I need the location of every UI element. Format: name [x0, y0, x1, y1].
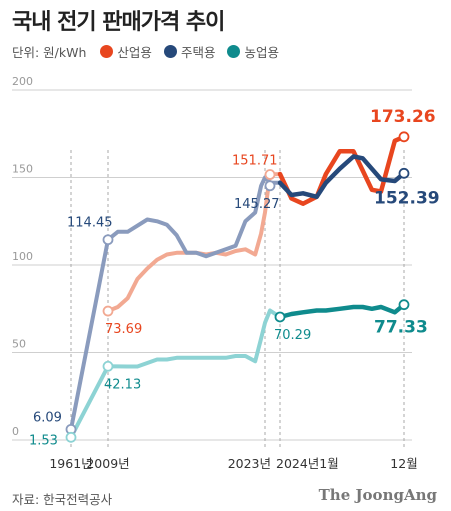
y-tick-label: 0 — [12, 425, 19, 438]
unit-label: 단위: 원/kWh — [12, 45, 87, 60]
data-label: 151.71 — [232, 154, 278, 169]
y-tick-label: 50 — [12, 338, 26, 351]
y-tick-label: 100 — [12, 250, 33, 263]
data-label: 77.33 — [374, 318, 428, 338]
series-line-faded — [69, 175, 282, 432]
legend-item-agricultural: 농업용 — [227, 42, 279, 61]
x-tick-label: 2023년 — [228, 456, 271, 471]
data-label: 70.29 — [274, 328, 311, 343]
data-point-marker — [398, 299, 410, 311]
x-tick-label: 1961년 — [49, 456, 92, 471]
data-point-marker — [65, 431, 77, 443]
legend-dot-industrial — [100, 45, 114, 58]
y-tick-label: 200 — [12, 75, 33, 88]
data-point-marker — [264, 180, 276, 192]
brand-logo: The JoongAng — [318, 486, 437, 504]
data-label: 152.39 — [374, 188, 440, 208]
data-label: 42.13 — [104, 377, 141, 392]
legend: 단위: 원/kWh 산업용 주택용 농업용 — [12, 42, 291, 61]
source-note: 자료: 한국전력공사 — [12, 492, 113, 507]
legend-item-residential: 주택용 — [163, 42, 216, 61]
data-label: 173.26 — [370, 107, 436, 127]
legend-dot-residential — [163, 45, 177, 58]
data-label: 73.69 — [105, 322, 142, 337]
series-line-faded — [69, 308, 282, 440]
data-label: 145.27 — [234, 197, 280, 212]
data-point-marker — [274, 311, 286, 323]
series-line-faded — [106, 172, 282, 313]
series-line — [277, 302, 407, 320]
data-point-marker — [102, 305, 114, 317]
data-point-marker — [398, 167, 410, 179]
y-tick-label: 150 — [12, 163, 33, 176]
chart-title: 국내 전기 판매가격 추이 — [12, 10, 225, 35]
data-point-marker — [102, 360, 114, 372]
data-point-marker — [102, 234, 114, 246]
legend-label-residential: 주택용 — [180, 45, 216, 60]
legend-label-agricultural: 농업용 — [244, 45, 279, 60]
data-point-marker — [398, 131, 410, 143]
series-line — [277, 134, 407, 206]
data-point-marker — [264, 169, 276, 180]
x-tick-label: 2009년 — [86, 456, 129, 471]
series-line — [277, 154, 407, 200]
data-label: 114.45 — [67, 216, 113, 231]
legend-label-industrial: 산업용 — [117, 45, 152, 60]
x-tick-label: 2024년1월 — [276, 456, 339, 471]
data-label: 6.09 — [33, 410, 62, 425]
x-tick-label: 12월 — [390, 456, 417, 471]
legend-item-industrial: 산업용 — [100, 42, 152, 61]
legend-dot-agricultural — [227, 45, 241, 58]
data-label: 1.53 — [29, 433, 58, 448]
